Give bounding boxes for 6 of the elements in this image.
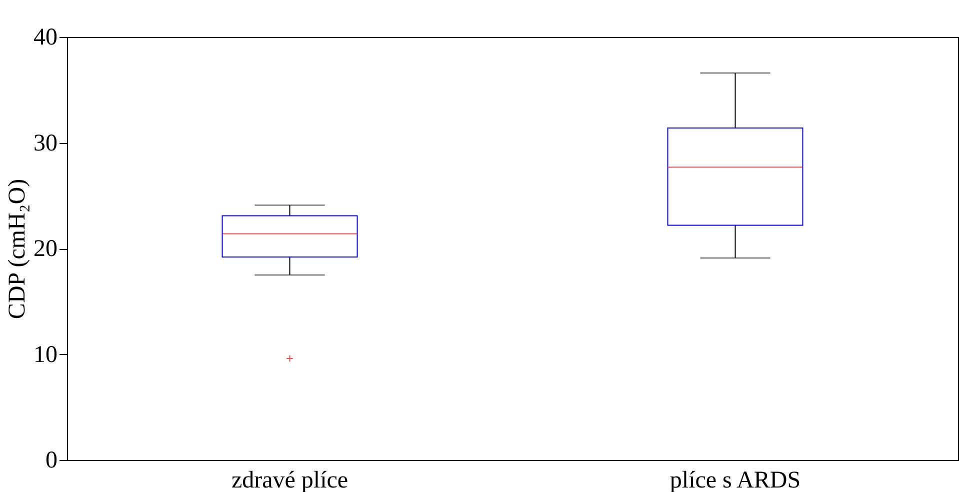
y-tick-label: 0 [46, 448, 58, 474]
y-tick-label: 30 [34, 130, 58, 156]
y-tick-label: 20 [34, 236, 58, 262]
y-axis-title: CDP (cmH₂O) [4, 178, 30, 320]
y-tick-label: 40 [34, 24, 58, 50]
y-tick-label: 10 [34, 342, 58, 368]
